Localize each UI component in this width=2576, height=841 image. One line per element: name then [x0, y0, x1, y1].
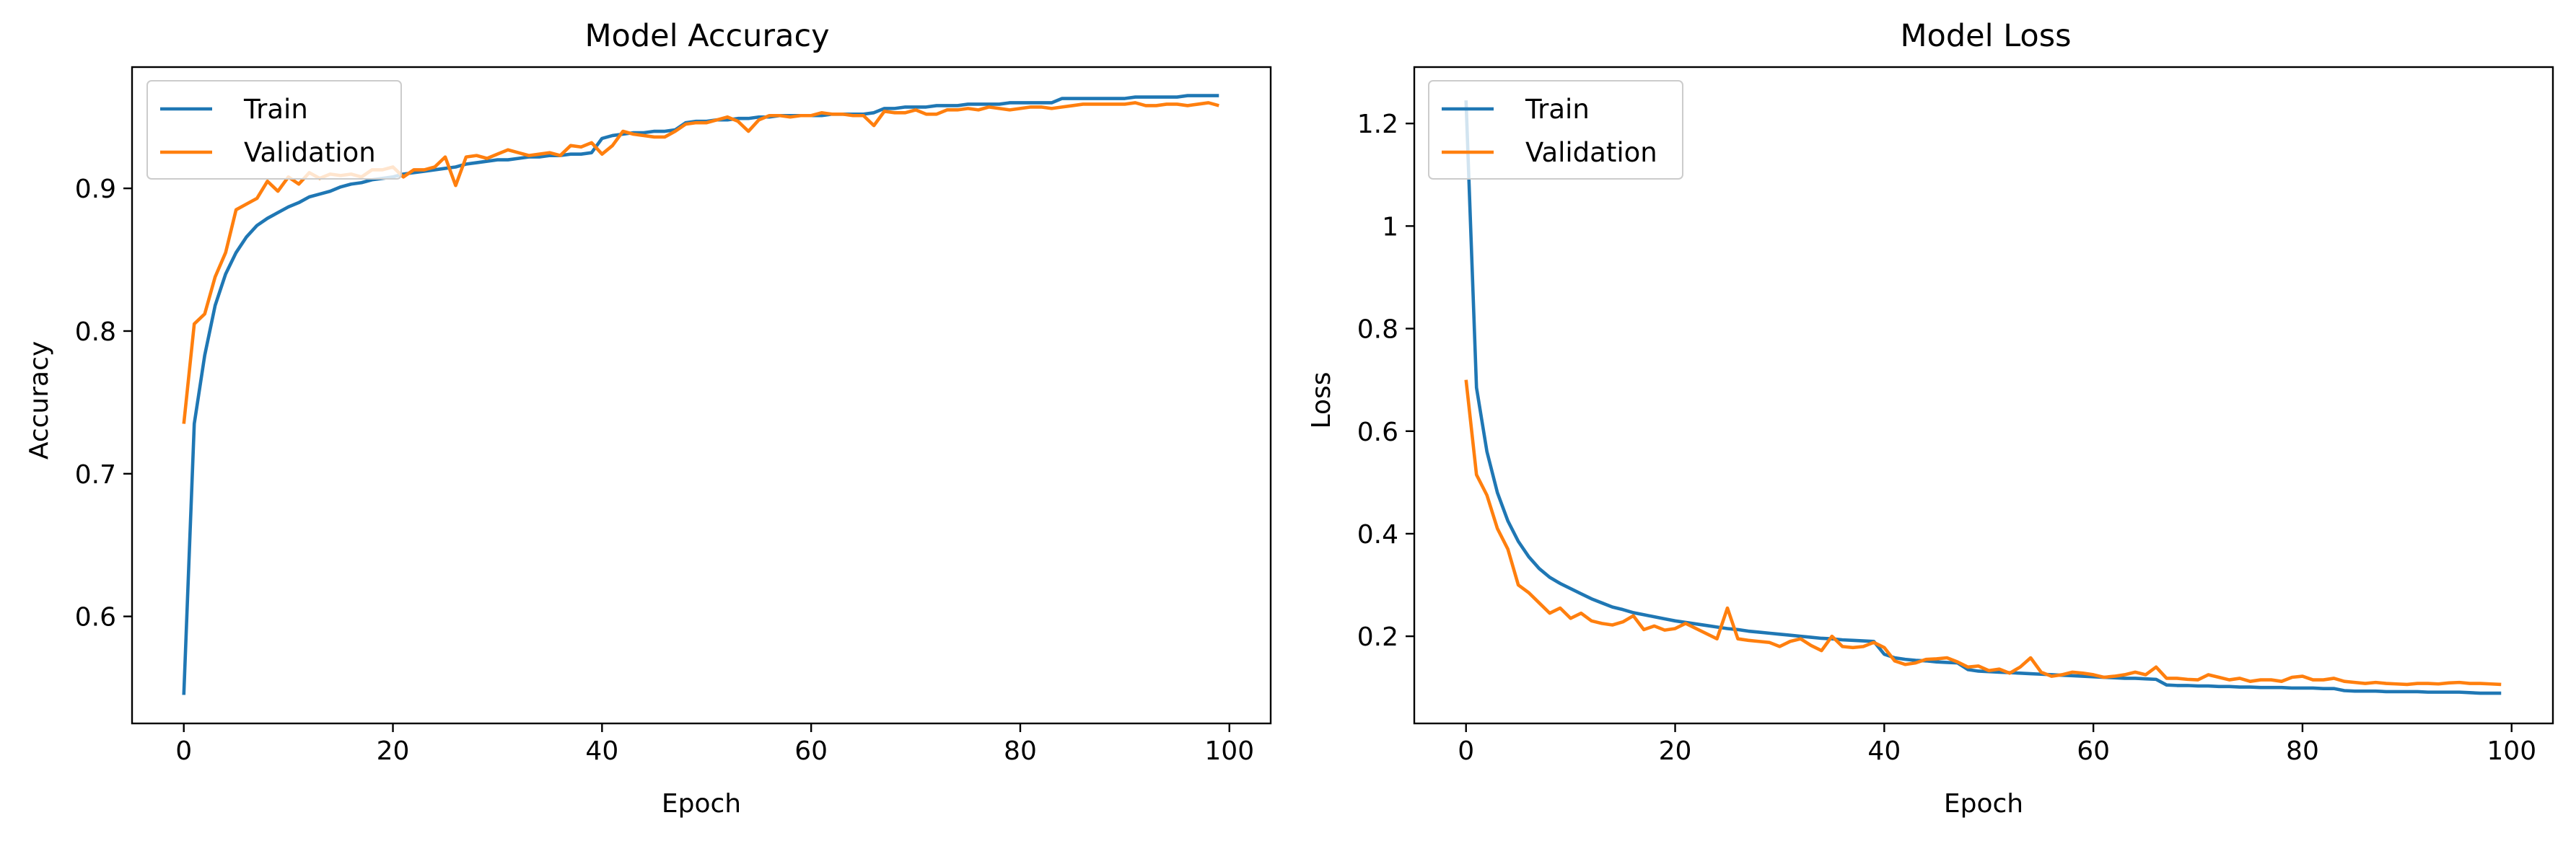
series-line-validation: [1464, 379, 2502, 687]
x-tick-label: 20: [377, 736, 410, 766]
x-axis-label: Epoch: [662, 789, 741, 819]
x-axis-label: Epoch: [1944, 789, 2023, 819]
legend-label-train: Train: [1525, 94, 1590, 125]
series-group: [1464, 100, 2502, 695]
y-tick-label: 0.6: [75, 603, 116, 633]
x-tick-label: 100: [1204, 736, 1254, 766]
legend-label-train: Train: [243, 94, 308, 125]
y-axis-label: Accuracy: [25, 341, 54, 459]
legend-label-validation: Validation: [1525, 137, 1657, 168]
y-tick-label: 0.8: [75, 317, 116, 347]
axes-frame: [1413, 66, 2554, 725]
y-tick-label: 0.6: [1357, 418, 1398, 447]
y-axis-label: Loss: [1307, 372, 1336, 429]
legend: Train Validation: [1428, 80, 1683, 180]
x-tick-label: 20: [1659, 736, 1692, 766]
y-tick-label: 0.2: [1357, 622, 1398, 652]
accuracy-chart: Model Accuracy Epoch Accuracy 0 20 40 60 80 1…: [25, 18, 1272, 819]
axes-frame: [131, 66, 1272, 725]
y-tick-label: 1: [1382, 212, 1398, 242]
tick-group: 0 20 40 60 80 100 0.2 0.4 0.6 0.8 1 1.2: [1357, 110, 2536, 766]
x-tick-label: 40: [1867, 736, 1901, 766]
y-tick-label: 0.4: [1357, 520, 1398, 550]
x-tick-label: 60: [2077, 736, 2110, 766]
legend-box: [146, 80, 402, 180]
y-tick-label: 0.7: [75, 460, 116, 490]
x-tick-label: 100: [2487, 736, 2536, 766]
y-tick-label: 1.2: [1357, 110, 1398, 139]
x-tick-label: 0: [1458, 736, 1474, 766]
x-tick-label: 60: [794, 736, 828, 766]
x-tick-label: 40: [585, 736, 618, 766]
loss-chart: Model Loss Epoch Loss 0 20 40 60 80 100 0.2 0.4…: [1307, 18, 2554, 819]
y-tick-label: 0.8: [1357, 315, 1398, 345]
chart-title: Model Loss: [1900, 18, 2071, 54]
x-tick-label: 80: [1004, 736, 1037, 766]
tick-group: 0 20 40 60 80 100 0.6 0.7 0.8 0.9: [75, 175, 1254, 766]
chart-title: Model Accuracy: [584, 18, 829, 54]
x-tick-label: 80: [2286, 736, 2319, 766]
series-line-train: [1464, 100, 2502, 695]
y-tick-label: 0.9: [75, 175, 116, 204]
legend-label-validation: Validation: [244, 137, 376, 168]
x-tick-label: 0: [175, 736, 192, 766]
legend-box: [1428, 80, 1683, 180]
legend: Train Validation: [146, 80, 402, 180]
